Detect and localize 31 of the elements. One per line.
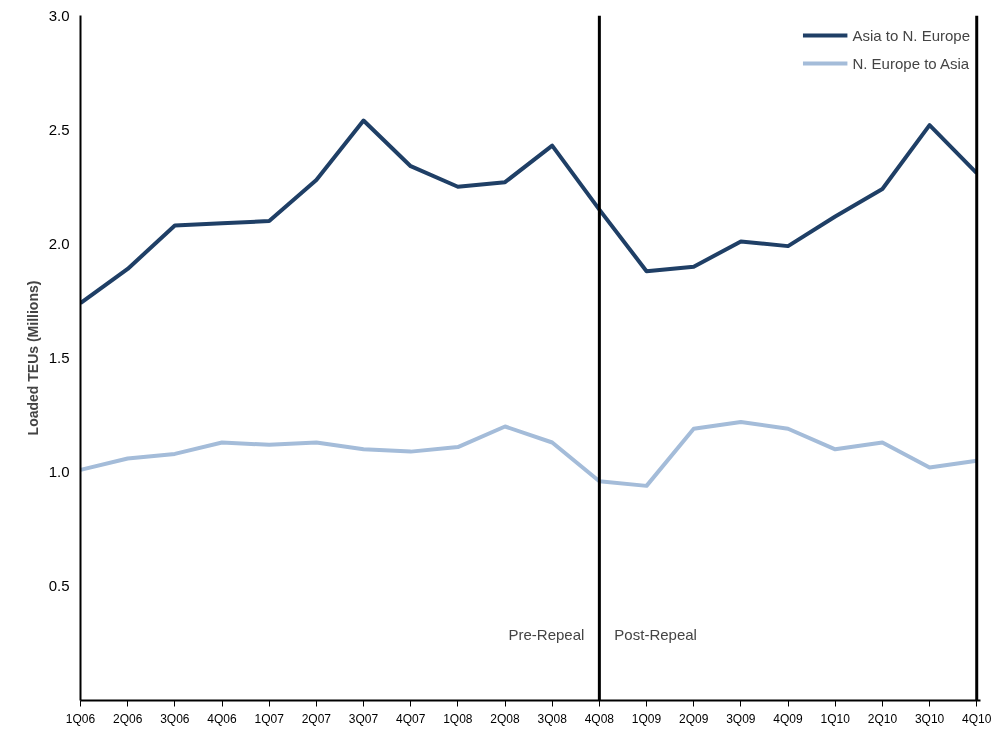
y-tick-label: 1.0 [48, 463, 70, 481]
x-tick-label: 2Q06 [112, 711, 143, 726]
x-tick-label: 2Q10 [867, 711, 898, 726]
y-tick-label: 2.0 [48, 234, 70, 252]
x-tick-label: 4Q07 [396, 711, 426, 726]
x-tick-label: 1Q10 [820, 711, 851, 726]
y-tick-label: 3.0 [48, 6, 70, 24]
x-tick-label: 2Q07 [301, 711, 332, 726]
legend-label: N. Europe to Asia [852, 54, 970, 72]
x-tick-label: 2Q09 [679, 711, 709, 726]
x-tick-label: 4Q10 [962, 711, 992, 726]
y-tick-label: 0.5 [48, 577, 70, 595]
x-tick-label: 1Q07 [254, 711, 285, 726]
y-axis-title: Loaded TEUs (Millions) [24, 280, 41, 436]
x-tick-label: 2Q08 [490, 711, 521, 726]
x-tick-label: 1Q08 [443, 711, 473, 726]
x-tick-label: 4Q09 [773, 711, 804, 726]
x-tick-label: 3Q10 [914, 711, 945, 726]
x-tick-label: 1Q09 [631, 711, 662, 726]
x-tick-label: 3Q09 [726, 711, 756, 726]
legend-label: Asia to N. Europe [852, 26, 970, 44]
y-tick-label: 2.5 [48, 120, 70, 138]
x-tick-label: 3Q08 [537, 711, 568, 726]
x-tick-label: 3Q06 [160, 711, 190, 726]
x-tick-label: 4Q08 [584, 711, 615, 726]
x-tick-label: 3Q07 [348, 711, 379, 726]
annotation: Post-Repeal [614, 626, 697, 644]
y-tick-label: 1.5 [48, 349, 70, 366]
annotation: Pre-Repeal [508, 626, 585, 644]
x-tick-label: 1Q06 [65, 711, 96, 726]
x-tick-label: 4Q06 [207, 711, 238, 726]
